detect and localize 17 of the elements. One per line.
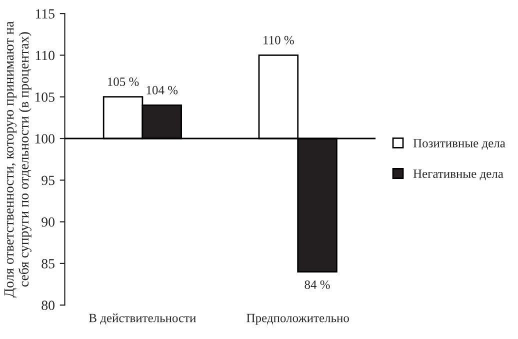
y-tick-label: 80: [42, 300, 54, 310]
y-tick-label: 105: [35, 92, 54, 102]
y-tick-label: 110: [36, 50, 54, 60]
data-label: 110 %: [264, 36, 294, 44]
y-tick-label: 115: [36, 9, 54, 19]
y-axis-title: Доля ответственности, которую принимают на себя супруги по отдельности (в процентах): [4, 21, 32, 298]
x-tick-label: В действительности: [89, 314, 196, 325]
legend-label: Негативные дела: [413, 170, 504, 180]
y-tick-label: 100: [35, 134, 54, 144]
y-tick-label: 95: [42, 176, 54, 186]
data-label: 104 %: [146, 86, 178, 94]
y-tick-label: 90: [42, 217, 54, 227]
y-tick-label: 85: [42, 259, 54, 268]
data-label: 105 %: [108, 78, 139, 86]
x-tick-label: Предположительно: [246, 314, 349, 325]
legend-label: Позитивные дела: [413, 139, 506, 150]
data-label: 84 %: [304, 280, 330, 289]
